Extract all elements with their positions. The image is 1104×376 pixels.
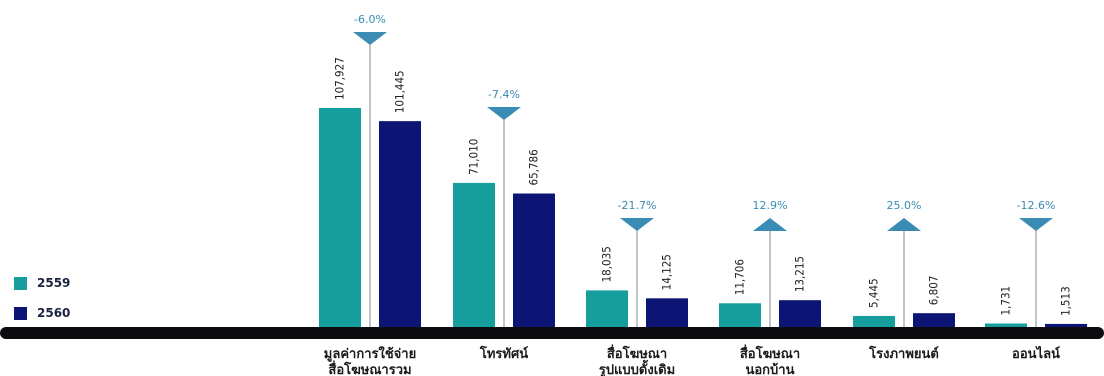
data-label-2559-3: 11,706 [733, 259, 747, 295]
chart-baseline [0, 327, 1104, 339]
change-label-0: -6.0% [354, 13, 386, 26]
change-triangle-4 [887, 218, 921, 231]
category-label-0-1: สื่อโฆษณารวม [328, 360, 411, 376]
data-label-2560-0: 101,445 [393, 70, 407, 113]
change-triangle-2 [620, 218, 654, 231]
bar-2560-3 [779, 300, 821, 327]
change-triangle-0 [353, 32, 387, 45]
category-label-0-0: มูลค่าการใช้จ่าย [324, 345, 416, 362]
change-label-4: 25.0% [887, 199, 922, 212]
change-label-2: -21.7% [618, 199, 657, 212]
category-label-2-0: สื่อโฆษณา [607, 344, 667, 362]
bar-2560-4 [913, 313, 955, 327]
legend-swatch-2559 [14, 276, 27, 290]
data-label-2559-2: 18,035 [600, 246, 614, 282]
legend-label-2560: 2560 [37, 306, 71, 320]
data-label-2559-1: 71,010 [467, 139, 481, 175]
bar-2560-2 [646, 298, 688, 327]
data-label-2559-0: 107,927 [333, 57, 347, 100]
legend: 2559 2560 [14, 272, 70, 332]
change-label-5: -12.6% [1017, 199, 1056, 212]
legend-item-2560: 2560 [14, 302, 70, 324]
data-label-2560-3: 13,215 [793, 256, 807, 292]
change-triangle-3 [753, 218, 787, 231]
category-label-5-0: ออนไลน์ [1012, 345, 1060, 362]
legend-item-2559: 2559 [14, 272, 70, 294]
data-label-2560-4: 6,807 [927, 276, 941, 306]
bar-2560-5 [1045, 323, 1087, 327]
data-label-2560-5: 1,513 [1059, 286, 1073, 316]
change-label-3: 12.9% [753, 199, 788, 212]
bar-2559-0 [319, 108, 361, 327]
bar-2560-1 [513, 193, 555, 327]
category-label-3-1: นอกบ้าน [745, 362, 794, 376]
legend-swatch-2560 [14, 306, 27, 320]
data-label-2560-2: 14,125 [660, 254, 674, 290]
bar-2559-1 [453, 182, 495, 327]
change-label-1: -7.4% [488, 88, 520, 101]
data-label-2559-5: 1,731 [999, 286, 1013, 316]
legend-label-2559: 2559 [37, 276, 71, 290]
bar-2559-5 [985, 323, 1027, 327]
bar-2559-2 [586, 290, 628, 327]
change-triangle-5 [1019, 218, 1053, 231]
change-triangle-1 [487, 107, 521, 120]
bar-2560-0 [379, 121, 421, 327]
bar-2559-4 [853, 315, 895, 327]
category-label-2-1: รูปแบบดั้งเดิม [599, 359, 675, 376]
data-label-2559-4: 5,445 [867, 278, 881, 308]
bar-2559-3 [719, 303, 761, 327]
category-label-1-0: โทรทัศน์ [479, 345, 528, 362]
data-label-2560-1: 65,786 [527, 149, 541, 185]
category-label-3-0: สื่อโฆษณา [740, 344, 800, 362]
category-label-4-0: โรงภาพยนต์ [868, 345, 939, 362]
